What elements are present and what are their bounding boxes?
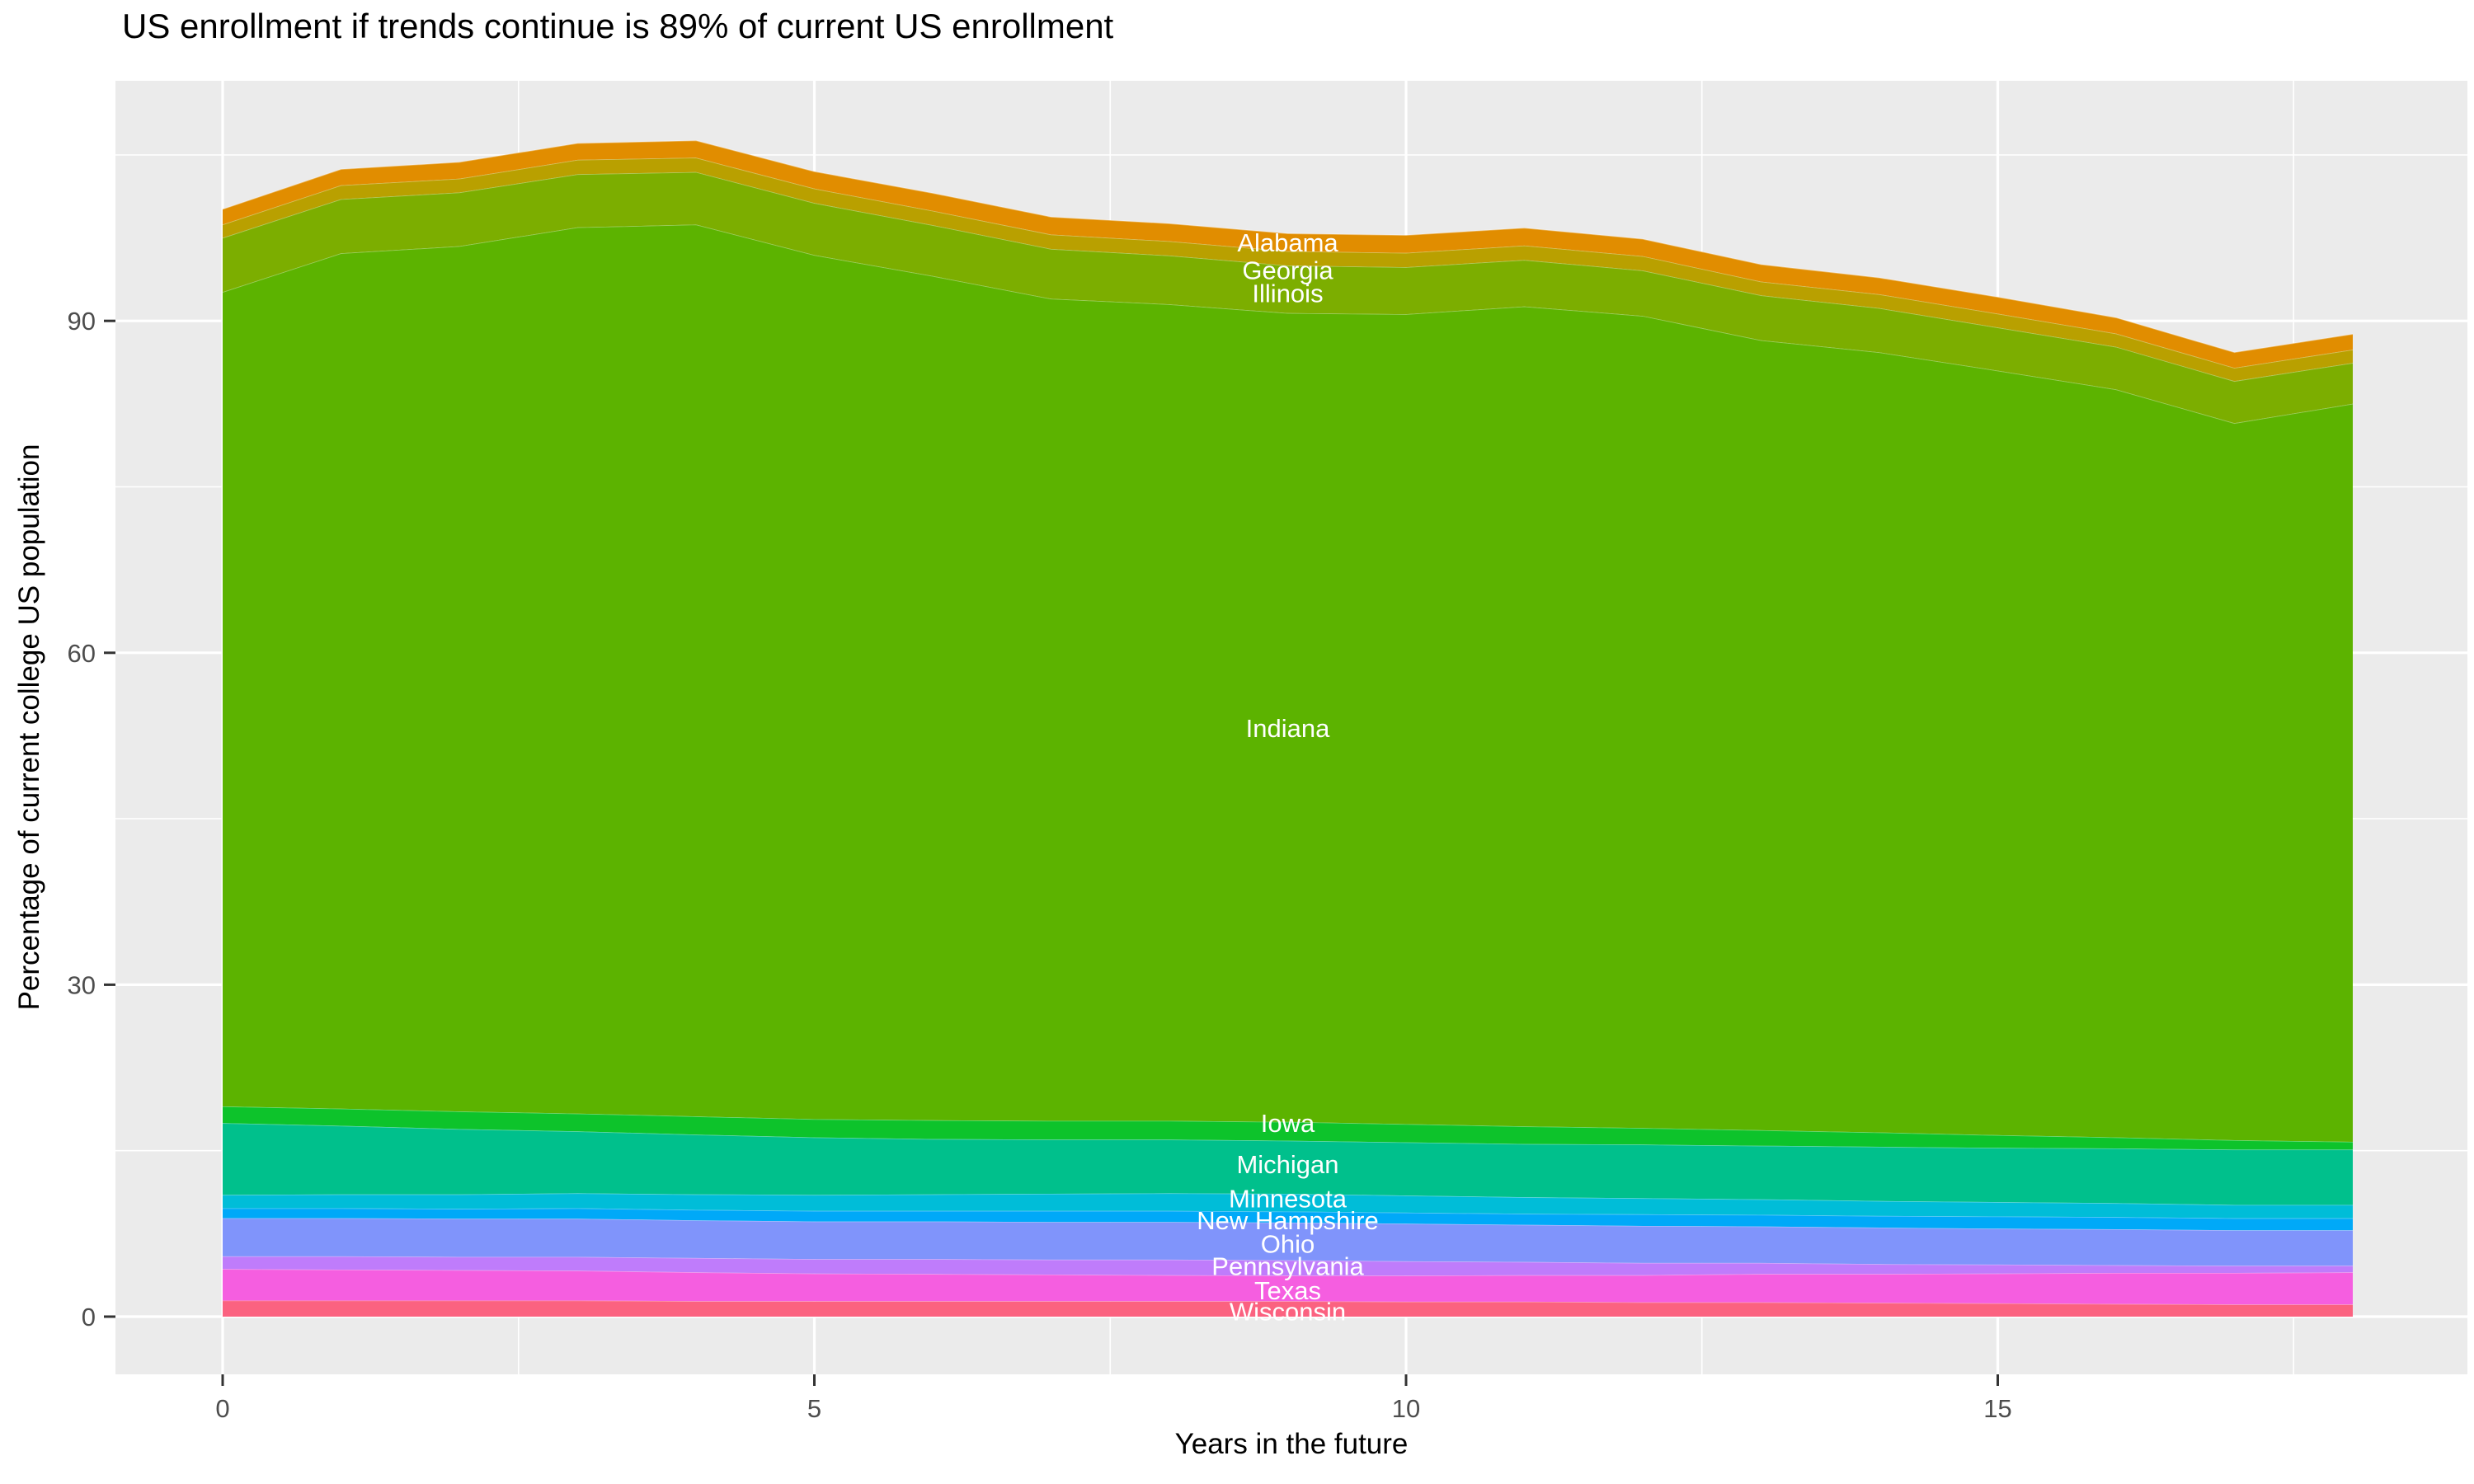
area-boundary: [222, 139, 2354, 354]
area-pennsylvania: [223, 1256, 2353, 1276]
area-label-new-hampshire: New Hampshire: [1197, 1206, 1379, 1235]
area-label-illinois: Illinois: [1252, 279, 1323, 308]
area-label-iowa: Iowa: [1261, 1109, 1315, 1138]
area-ohio: [223, 1218, 2353, 1266]
area-label-wisconsin: Wisconsin: [1230, 1297, 1346, 1326]
y-tick-label: 60: [68, 639, 96, 668]
y-axis-title: Percentage of current college US populat…: [13, 444, 45, 1011]
area-label-ohio: Ohio: [1261, 1229, 1315, 1258]
area-label-pennsylvania: Pennsylvania: [1211, 1252, 1364, 1280]
area-label-alabama: Alabama: [1237, 228, 1338, 257]
area-indiana: [223, 224, 2353, 1142]
x-tick-label: 0: [215, 1394, 229, 1423]
area-label-michigan: Michigan: [1236, 1150, 1338, 1179]
area-michigan: [223, 1123, 2353, 1205]
x-tick-label: 15: [1983, 1394, 2011, 1423]
area-label-indiana: Indiana: [1246, 714, 1330, 743]
area-illinois: [223, 171, 2353, 424]
area-iowa: [223, 1106, 2353, 1150]
area-new-hampshire: [223, 1208, 2353, 1231]
x-tick-label: 5: [807, 1394, 821, 1423]
area-texas: [223, 1269, 2353, 1305]
area-wisconsin: [223, 1300, 2353, 1317]
area-label-georgia: Georgia: [1242, 256, 1333, 284]
y-tick-label: 90: [68, 307, 96, 336]
x-axis-title: Years in the future: [1174, 1428, 1409, 1460]
area-georgia: [223, 157, 2353, 382]
y-tick-label: 0: [82, 1303, 96, 1331]
chart-title: US enrollment if trends continue is 89% …: [122, 7, 1114, 45]
area-label-texas: Texas: [1254, 1276, 1321, 1305]
x-tick-label: 10: [1392, 1394, 1420, 1423]
area-label-minnesota: Minnesota: [1229, 1184, 1348, 1213]
y-tick-label: 30: [68, 970, 96, 999]
area-minnesota: [223, 1193, 2353, 1219]
